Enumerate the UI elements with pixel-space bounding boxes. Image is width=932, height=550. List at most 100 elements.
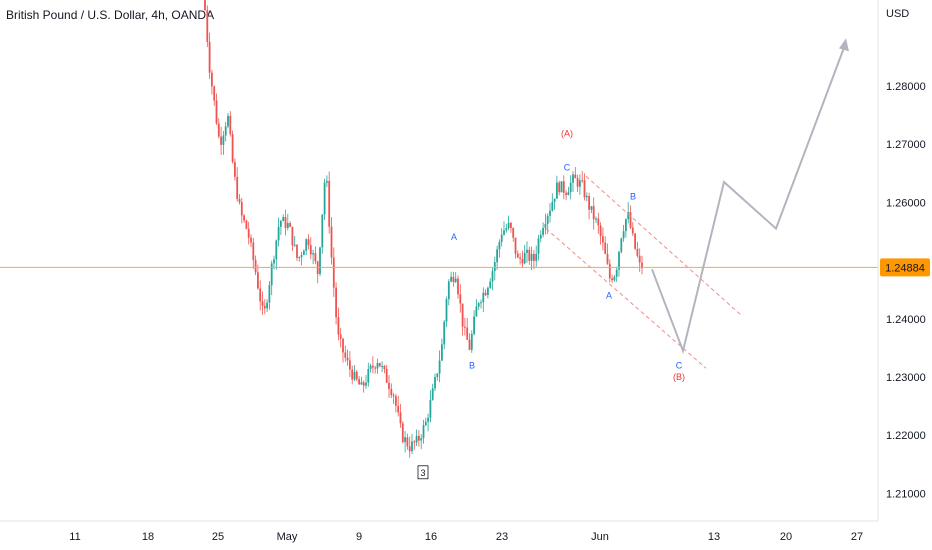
candle-body (406, 437, 409, 447)
time-tick-label: 16 (425, 531, 437, 543)
candle-body (634, 233, 636, 249)
candle-body (480, 302, 482, 304)
current-price-tag (880, 258, 930, 277)
candle-body (431, 388, 434, 400)
candles-layer (204, 0, 643, 458)
candle-body (608, 263, 611, 279)
candle-body (245, 220, 248, 229)
candle-body (539, 234, 542, 239)
candle-body (613, 276, 616, 281)
candle-body (450, 276, 452, 282)
candle-body (429, 399, 432, 418)
time-tick-label: Jun (591, 531, 609, 543)
candle-body (562, 181, 565, 193)
candle-body (542, 227, 544, 235)
candle-body (257, 272, 259, 289)
candle-body (535, 253, 538, 261)
candle-body (611, 278, 613, 281)
price-tick-label: 1.26000 (886, 197, 926, 209)
candle-body (627, 212, 630, 220)
candle-body (595, 218, 597, 220)
candle-body (282, 217, 285, 222)
candle-body (533, 253, 535, 261)
candle-body (418, 435, 420, 441)
candle-body (519, 257, 521, 259)
candle-body (397, 405, 400, 413)
candle-body (280, 221, 282, 227)
candle-body (211, 72, 213, 87)
candle-body (484, 292, 487, 296)
candle-body (537, 238, 540, 254)
chart-title: British Pound / U.S. Dollar, 4h, OANDA (6, 8, 215, 22)
candle-body (353, 371, 356, 380)
candle-body (512, 227, 515, 238)
candle-body (549, 210, 551, 216)
candle-body (443, 321, 446, 345)
candle-body (503, 230, 505, 235)
candle-body (401, 423, 404, 443)
candle-body (454, 278, 457, 282)
price-tick-label: 1.28000 (886, 81, 926, 93)
candle-body (567, 192, 570, 196)
candle-body (234, 162, 236, 177)
wave-label: C (676, 360, 683, 370)
candle-body (240, 202, 243, 216)
candle-body (273, 259, 275, 264)
candle-body (576, 178, 579, 187)
candle-body (289, 223, 291, 227)
candle-body (493, 262, 496, 272)
candle-body (293, 244, 296, 246)
candle-body (470, 334, 473, 350)
candle-body (625, 219, 627, 232)
candle-body (546, 215, 549, 224)
candle-body (303, 250, 305, 255)
candle-body (335, 287, 337, 318)
candle-body (415, 435, 418, 443)
candle-body (526, 249, 528, 253)
candle-body (558, 182, 561, 193)
candle-body (307, 239, 310, 246)
candle-body (298, 257, 301, 259)
candle-body (459, 294, 462, 304)
candle-body (422, 425, 425, 439)
candle-body (390, 388, 393, 396)
candle-body (344, 352, 347, 358)
candle-body (544, 223, 547, 228)
candle-body (581, 180, 584, 182)
candle-body (277, 226, 280, 241)
candle-body (250, 237, 252, 243)
candle-body (332, 257, 335, 288)
time-tick-label: 25 (212, 531, 224, 543)
time-tick-label: May (277, 531, 298, 543)
candle-body (252, 242, 255, 261)
candle-body (641, 262, 643, 269)
candle-body (263, 305, 266, 309)
wave-label: B (469, 360, 475, 370)
candle-body (599, 225, 602, 237)
candle-body (622, 231, 625, 239)
candle-body (477, 303, 480, 307)
candle-body (204, 0, 206, 11)
candle-body (286, 223, 289, 229)
wave-label: (B) (673, 372, 685, 382)
candle-body (314, 253, 317, 262)
candle-body (631, 227, 634, 234)
candle-body (457, 278, 459, 295)
candle-body (560, 181, 563, 193)
candle-body (259, 288, 262, 302)
candle-body (323, 182, 326, 215)
candle-body (360, 382, 363, 385)
candle-body (395, 396, 397, 406)
candle-body (365, 382, 367, 386)
candle-body (592, 206, 595, 220)
candle-body (215, 100, 218, 124)
candle-body (339, 334, 342, 339)
candle-body (358, 379, 360, 385)
candle-body (349, 360, 351, 370)
candle-body (588, 195, 590, 210)
candle-body (385, 369, 388, 383)
wave-label: C (564, 162, 571, 172)
candle-body (413, 441, 416, 443)
